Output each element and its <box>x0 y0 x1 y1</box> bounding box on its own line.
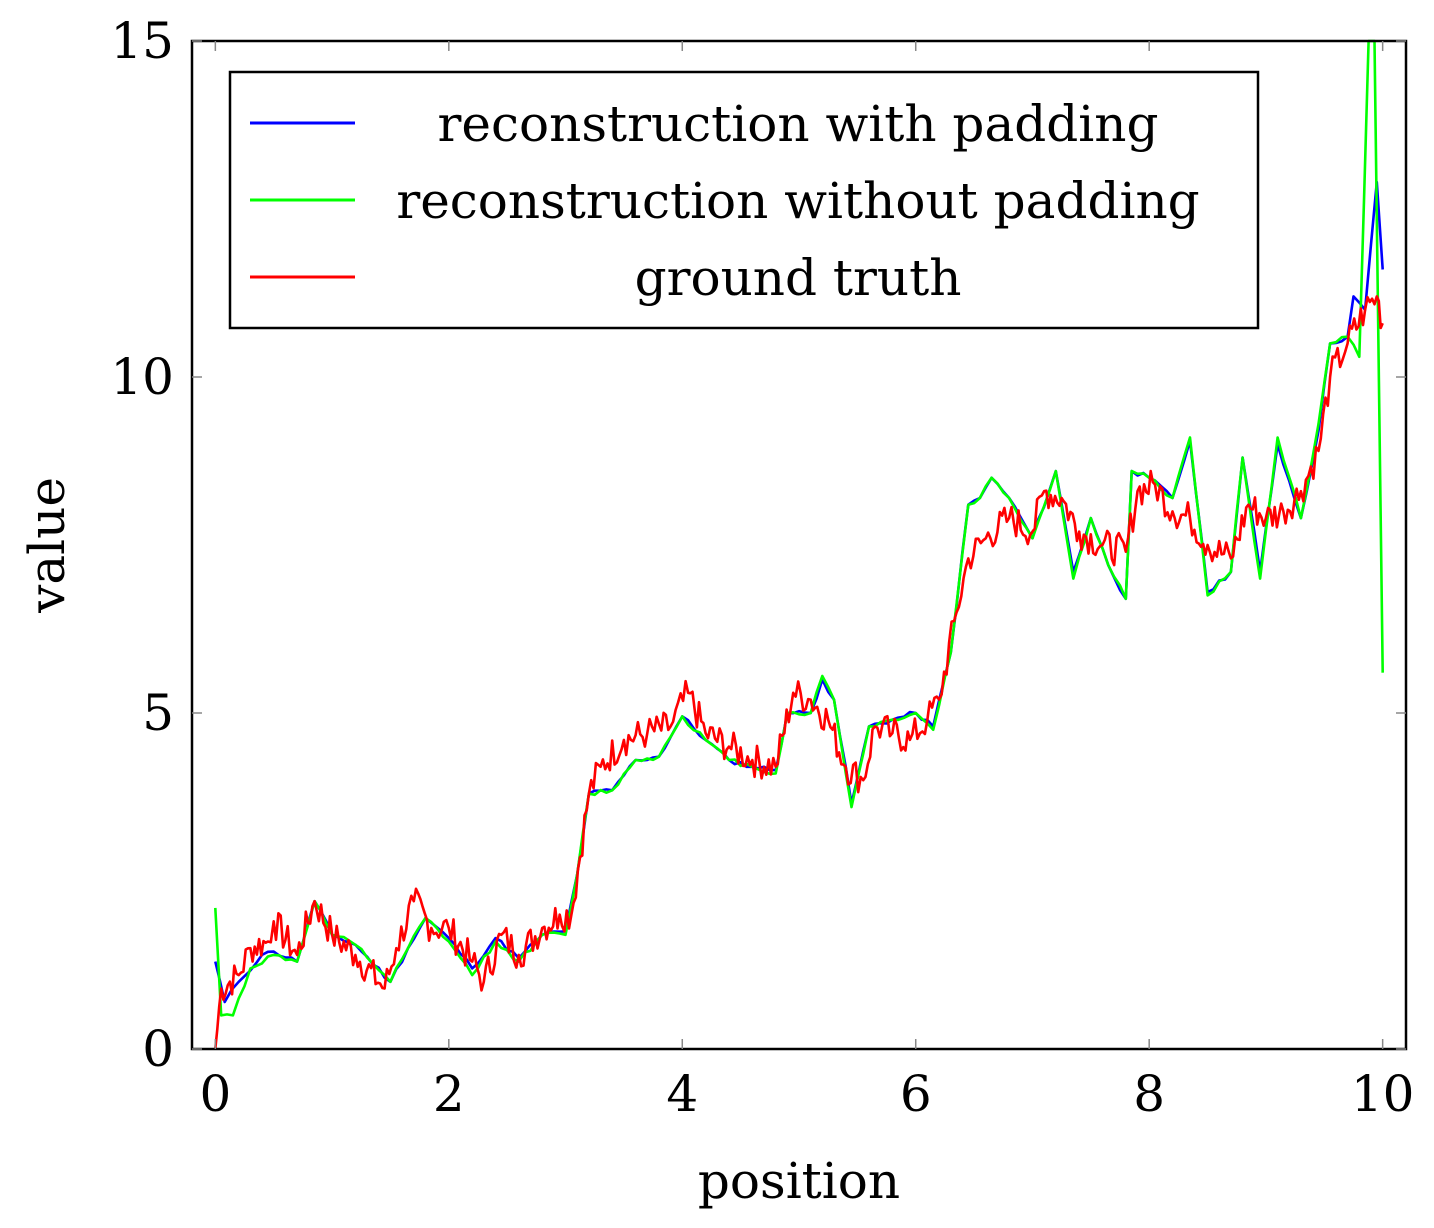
series-layer <box>214 39 1384 1050</box>
y-tick-label: 0 <box>142 1020 174 1078</box>
y-tick-label: 15 <box>110 12 174 70</box>
legend-label-padding: reconstruction with padding <box>438 95 1159 153</box>
legend-box <box>228 70 1260 330</box>
plot-frame <box>190 39 1408 1051</box>
ticks-layer: 0 2 4 6 8 10 0 5 10 15 <box>110 12 1414 1123</box>
series-line-no-padding <box>214 39 1384 1017</box>
legend-label-ground-truth: ground truth <box>635 249 962 307</box>
y-axis-label: value <box>18 477 76 614</box>
x-axis-label: position <box>698 1152 900 1210</box>
x-tick-label: 6 <box>900 1065 932 1123</box>
x-tick-label: 2 <box>433 1065 465 1123</box>
x-tick-label: 10 <box>1351 1065 1415 1123</box>
legend: reconstruction with padding reconstructi… <box>228 70 1260 330</box>
x-tick-label: 0 <box>199 1065 231 1123</box>
series-line-ground-truth <box>214 295 1384 1050</box>
y-tick-label: 5 <box>142 684 174 742</box>
x-tick-label: 4 <box>666 1065 698 1123</box>
legend-label-no-padding: reconstruction without padding <box>396 172 1199 230</box>
x-tick-label: 8 <box>1133 1065 1165 1123</box>
y-tick-label: 10 <box>110 348 174 406</box>
